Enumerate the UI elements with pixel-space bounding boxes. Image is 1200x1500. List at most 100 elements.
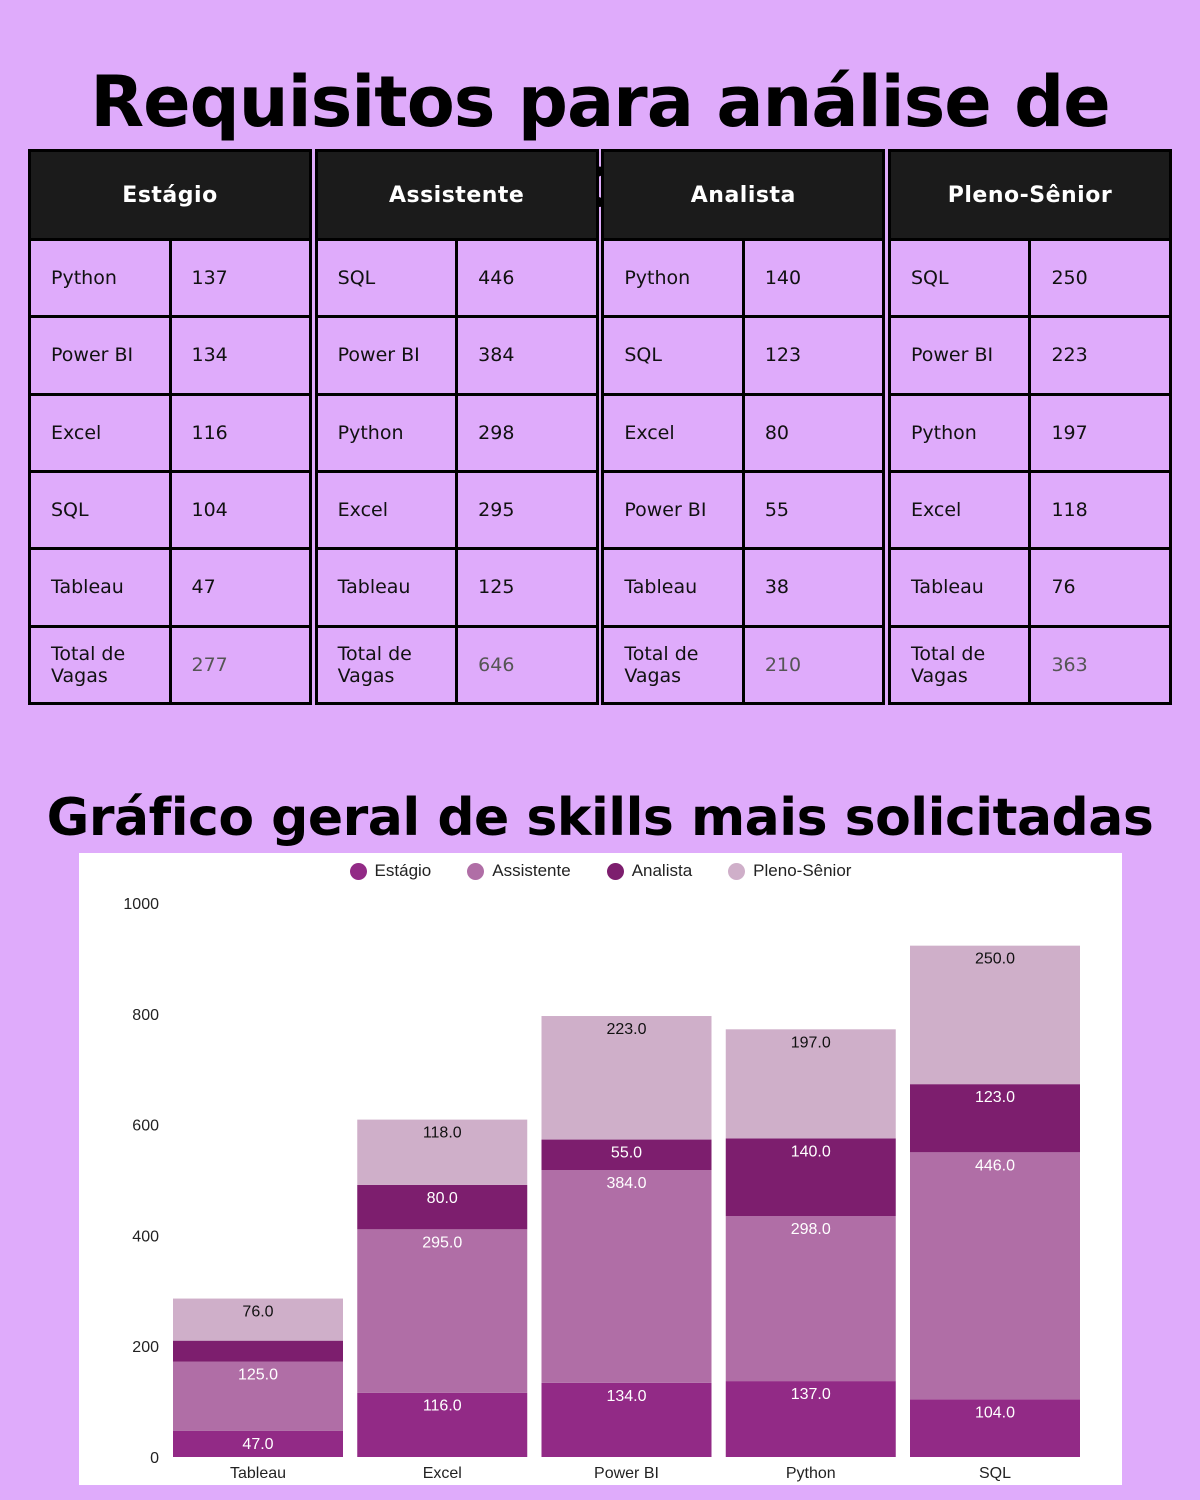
bar-segment (725, 1381, 896, 1457)
skill-count: 384 (455, 315, 599, 396)
bar-segment (725, 1138, 896, 1217)
skill-count: 118 (1028, 469, 1172, 551)
skill-count: 55 (741, 469, 886, 551)
data-label: 223.0 (606, 1021, 646, 1038)
skill-count: 123 (741, 315, 886, 396)
data-label: 104.0 (975, 1404, 1015, 1421)
x-tick-label: Power BI (594, 1465, 659, 1482)
total-label: Total de Vagas (314, 624, 459, 706)
x-tick-label: Python (786, 1465, 836, 1482)
bar-segment (541, 1139, 712, 1171)
skill-count: 137 (168, 237, 312, 319)
data-label: 80.0 (427, 1190, 458, 1207)
data-label: 298.0 (791, 1221, 831, 1238)
total-value: 646 (455, 624, 599, 706)
table-row: Tableau 125 (314, 547, 599, 628)
skill-name: Power BI (28, 315, 172, 396)
y-tick-label: 800 (132, 1007, 159, 1024)
skill-count: 116 (168, 392, 312, 473)
stacked-bar-chart: 0 200 400 600 800 1000 47.0 125.0 76.0 Tableau 116… (123, 896, 1080, 1482)
data-label: 125.0 (238, 1367, 278, 1384)
total-value: 363 (1028, 624, 1172, 706)
skill-name: Power BI (314, 315, 459, 396)
total-label: Total de Vagas (601, 624, 745, 706)
legend-item: Assistente (467, 861, 571, 881)
table-row: SQL 446 (314, 237, 599, 319)
skill-name: SQL (314, 237, 459, 319)
legend-swatch (467, 862, 485, 880)
y-tick-label: 1000 (123, 896, 159, 913)
bar-segment (173, 1430, 343, 1457)
y-tick-label: 400 (132, 1228, 159, 1245)
data-label: 446.0 (975, 1157, 1015, 1174)
table-header: Analista (601, 149, 886, 241)
table-row: Excel 116 (28, 392, 312, 473)
legend-label: Pleno-Sênior (753, 861, 852, 880)
bar-segment (541, 1382, 712, 1457)
bar-segment (173, 1298, 343, 1341)
table-row: Total de Vagas 277 (28, 624, 312, 706)
skill-count: 223 (1028, 315, 1172, 396)
chart-title: Gráfico geral de skills mais solicitadas (46, 788, 1154, 848)
bar-segment (173, 1361, 343, 1431)
data-label: 140.0 (791, 1143, 831, 1160)
skill-count: 197 (1028, 392, 1172, 473)
table-row: Tableau 47 (28, 547, 312, 628)
table-row: Power BI 55 (601, 469, 886, 551)
bar-segment (357, 1184, 528, 1230)
skill-name: Python (601, 237, 745, 319)
skill-count: 104 (168, 469, 312, 551)
table-row: Python 140 (601, 237, 886, 319)
stage-table: Pleno-Sênior SQL 250 Power BI 223 Python 197 Ex… (887, 149, 1172, 706)
table-row: Total de Vagas 646 (314, 624, 599, 706)
skill-count: 140 (741, 237, 886, 319)
bar-segment (725, 1216, 896, 1382)
table-row: Python 197 (887, 392, 1172, 473)
skill-name: Excel (887, 469, 1032, 551)
table-row: Tableau 76 (887, 547, 1172, 628)
table-row: Power BI 134 (28, 315, 312, 396)
skill-count: 446 (455, 237, 599, 319)
total-label: Total de Vagas (28, 624, 172, 706)
data-label: 384.0 (606, 1175, 646, 1192)
bar-segment (357, 1229, 528, 1393)
skill-name: SQL (28, 469, 172, 551)
skill-name: Tableau (28, 547, 172, 628)
bar-segment (910, 1399, 1080, 1457)
total-value: 277 (168, 624, 312, 706)
data-label: 295.0 (422, 1234, 462, 1251)
table-row: Excel 80 (601, 392, 886, 473)
skill-name: Tableau (601, 547, 745, 628)
data-label: 55.0 (611, 1145, 642, 1162)
skill-count: 298 (455, 392, 599, 473)
legend-swatch (728, 862, 746, 880)
data-label: 123.0 (975, 1089, 1015, 1106)
table-row: SQL 250 (887, 237, 1172, 319)
table-row: SQL 123 (601, 315, 886, 396)
requirements-tables: Estágio Python 137 Power BI 134 Excel 116 SQL 10… (28, 149, 1172, 706)
legend-label: Analista (631, 861, 693, 880)
total-value: 210 (741, 624, 886, 706)
data-label: 134.0 (606, 1388, 646, 1405)
legend-swatch (606, 862, 624, 880)
stage-table: Estágio Python 137 Power BI 134 Excel 116 SQL 10… (28, 149, 312, 706)
skill-count: 295 (455, 469, 599, 551)
skill-name: Excel (28, 392, 172, 473)
bar-segment (910, 1084, 1080, 1153)
x-tick-label: Tableau (230, 1465, 286, 1482)
bar-segment (541, 1170, 712, 1383)
data-label: 76.0 (242, 1304, 273, 1321)
table-row: Python 298 (314, 392, 599, 473)
bar-segment (910, 1152, 1080, 1400)
skill-name: Excel (314, 469, 459, 551)
legend-item: Estágio (349, 861, 431, 881)
skill-count: 134 (168, 315, 312, 396)
table-row: Excel 295 (314, 469, 599, 551)
stage-table: Assistente SQL 446 Power BI 384 Python 298 Exce… (314, 149, 599, 706)
y-tick-label: 200 (132, 1339, 159, 1356)
legend-item: Analista (606, 861, 693, 881)
skill-name: Power BI (887, 315, 1032, 396)
x-tick-label: SQL (979, 1465, 1011, 1482)
chart-panel: Estágio Assistente Analista Pleno-Sênior 0 2… (79, 853, 1122, 1485)
table-row: Tableau 38 (601, 547, 886, 628)
